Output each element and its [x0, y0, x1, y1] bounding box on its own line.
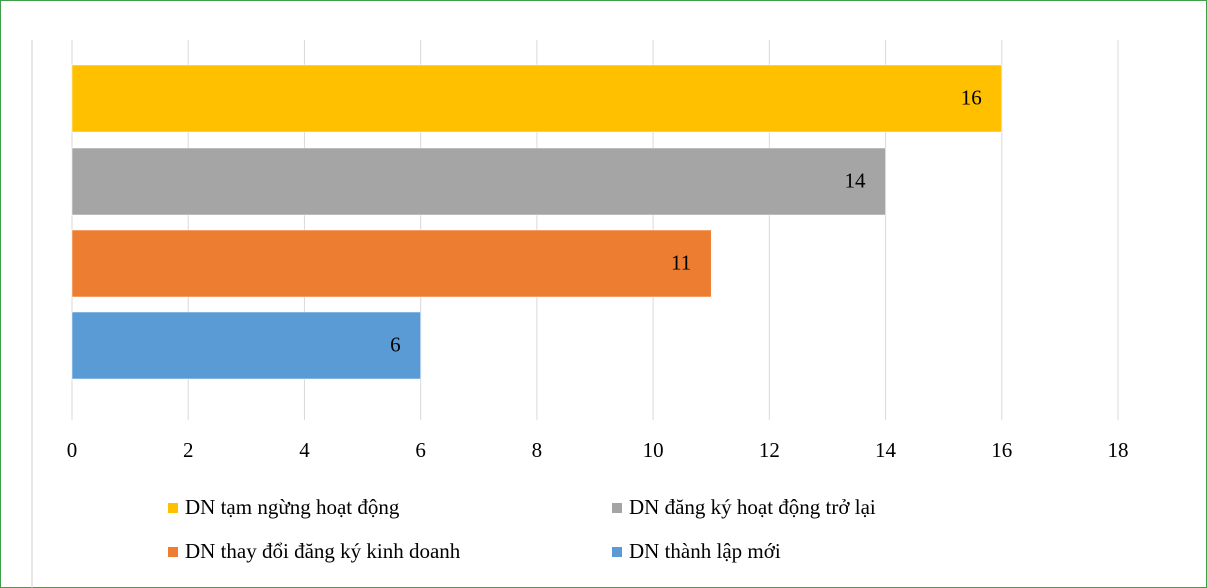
x-tick-label: 2 [183, 438, 194, 462]
data-label: 14 [845, 168, 867, 192]
legend-marker [612, 547, 622, 557]
legend-label: DN thay đổi đăng ký kinh doanh [185, 539, 461, 563]
x-tick-label: 6 [415, 438, 426, 462]
data-label: 11 [671, 250, 691, 274]
legend-marker [168, 503, 178, 513]
x-tick-label: 10 [643, 438, 664, 462]
bar [71, 64, 1003, 133]
x-tick-label: 0 [67, 438, 78, 462]
legend-label: DN thành lập mới [629, 539, 781, 563]
x-tick-label: 14 [875, 438, 897, 462]
bar [71, 311, 421, 380]
bar [71, 147, 886, 216]
bar [71, 229, 712, 298]
legend-marker [612, 503, 622, 513]
legend-label: DN tạm ngừng hoạt động [185, 495, 400, 519]
x-tick-label: 8 [532, 438, 543, 462]
data-label: 6 [390, 332, 401, 356]
x-tick-label: 12 [759, 438, 780, 462]
x-tick-label: 16 [991, 438, 1012, 462]
legend-label: DN đăng ký hoạt động trở lại [629, 495, 876, 519]
x-tick-label: 18 [1108, 438, 1129, 462]
x-tick-label: 4 [299, 438, 310, 462]
legend-marker [168, 547, 178, 557]
data-label: 16 [961, 85, 982, 109]
